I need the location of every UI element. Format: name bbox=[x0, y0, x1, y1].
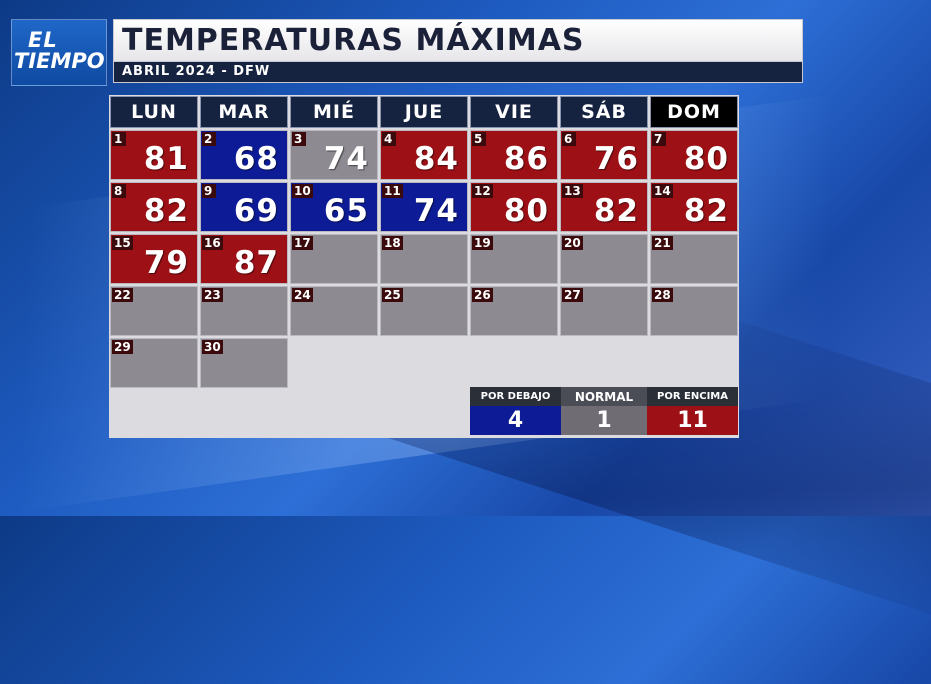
calendar-day-cell: 13 82 bbox=[560, 182, 648, 232]
day-number: 30 bbox=[202, 340, 223, 354]
day-number: 6 bbox=[562, 132, 576, 146]
temperature-value: 80 bbox=[503, 193, 549, 229]
el-tiempo-logo: EL TIEMPO bbox=[11, 19, 107, 86]
weekday-header-fri: VIE bbox=[470, 96, 558, 128]
calendar-day-cell: 19 bbox=[470, 234, 558, 284]
legend-label: POR ENCIMA bbox=[647, 387, 738, 406]
day-number: 29 bbox=[112, 340, 133, 354]
calendar-day-cell: 1 81 bbox=[110, 130, 198, 180]
logo-line1: EL bbox=[28, 28, 58, 52]
day-number: 22 bbox=[112, 288, 133, 302]
calendar-day-cell: 5 86 bbox=[470, 130, 558, 180]
subtitle-bar: ABRIL 2024 - DFW bbox=[113, 62, 803, 83]
calendar-day-cell: 25 bbox=[380, 286, 468, 336]
calendar-day-cell: 8 82 bbox=[110, 182, 198, 232]
calendar-day-cell: 16 87 bbox=[200, 234, 288, 284]
calendar-day-cell: 9 69 bbox=[200, 182, 288, 232]
day-number: 1 bbox=[112, 132, 126, 146]
legend-label: POR DEBAJO bbox=[470, 387, 561, 406]
calendar-day-cell: 22 bbox=[110, 286, 198, 336]
weekday-header-sat: SÁB bbox=[560, 96, 648, 128]
weekday-header-mon: LUN bbox=[110, 96, 198, 128]
calendar-day-cell: 27 bbox=[560, 286, 648, 336]
weekday-header-tue: MAR bbox=[200, 96, 288, 128]
calendar-day-cell: 30 bbox=[200, 338, 288, 388]
day-number: 10 bbox=[292, 184, 313, 198]
calendar-day-cell: 18 bbox=[380, 234, 468, 284]
day-number: 12 bbox=[472, 184, 493, 198]
calendar-grid: LUN MAR MIÉ JUE VIE SÁB DOM 1 81 2 68 3 74 4 84… bbox=[109, 95, 738, 388]
page-subtitle: ABRIL 2024 - DFW bbox=[122, 64, 271, 79]
day-number: 11 bbox=[382, 184, 403, 198]
day-number: 17 bbox=[292, 236, 313, 250]
temperature-value: 76 bbox=[593, 141, 639, 177]
legend-label: NORMAL bbox=[561, 387, 647, 406]
calendar-day-cell: 14 82 bbox=[650, 182, 738, 232]
calendar-day-cell: 29 bbox=[110, 338, 198, 388]
calendar-day-cell: 26 bbox=[470, 286, 558, 336]
day-number: 14 bbox=[652, 184, 673, 198]
day-number: 20 bbox=[562, 236, 583, 250]
legend-count: 1 bbox=[561, 406, 647, 435]
day-number: 27 bbox=[562, 288, 583, 302]
day-number: 4 bbox=[382, 132, 396, 146]
day-number: 3 bbox=[292, 132, 306, 146]
calendar-day-cell: 4 84 bbox=[380, 130, 468, 180]
day-number: 26 bbox=[472, 288, 493, 302]
temperature-value: 79 bbox=[143, 245, 189, 281]
calendar-day-cell: 15 79 bbox=[110, 234, 198, 284]
legend-count: 4 bbox=[470, 406, 561, 435]
temperature-value: 74 bbox=[323, 141, 369, 177]
day-number: 9 bbox=[202, 184, 216, 198]
legend: POR DEBAJO NORMAL POR ENCIMA 4 1 11 bbox=[470, 387, 738, 435]
calendar-day-cell: 28 bbox=[650, 286, 738, 336]
day-number: 5 bbox=[472, 132, 486, 146]
temperature-value: 80 bbox=[683, 141, 729, 177]
calendar-day-cell: 23 bbox=[200, 286, 288, 336]
day-number: 24 bbox=[292, 288, 313, 302]
calendar-day-cell: 11 74 bbox=[380, 182, 468, 232]
legend-count: 11 bbox=[647, 406, 738, 435]
temperature-value: 65 bbox=[323, 193, 369, 229]
calendar-panel: LUN MAR MIÉ JUE VIE SÁB DOM 1 81 2 68 3 74 4 84… bbox=[109, 95, 739, 438]
day-number: 15 bbox=[112, 236, 133, 250]
weekday-header-sun: DOM bbox=[650, 96, 738, 128]
day-number: 7 bbox=[652, 132, 666, 146]
calendar-day-cell: 17 bbox=[290, 234, 378, 284]
day-number: 18 bbox=[382, 236, 403, 250]
calendar-day-cell: 6 76 bbox=[560, 130, 648, 180]
day-number: 2 bbox=[202, 132, 216, 146]
temperature-value: 86 bbox=[503, 141, 549, 177]
day-number: 25 bbox=[382, 288, 403, 302]
calendar-day-cell: 24 bbox=[290, 286, 378, 336]
calendar-day-cell: 12 80 bbox=[470, 182, 558, 232]
calendar-day-cell: 10 65 bbox=[290, 182, 378, 232]
temperature-value: 74 bbox=[413, 193, 459, 229]
temperature-value: 69 bbox=[233, 193, 279, 229]
day-number: 28 bbox=[652, 288, 673, 302]
weekday-header-wed: MIÉ bbox=[290, 96, 378, 128]
day-number: 8 bbox=[112, 184, 126, 198]
temperature-value: 68 bbox=[233, 141, 279, 177]
temperature-value: 87 bbox=[233, 245, 279, 281]
day-number: 23 bbox=[202, 288, 223, 302]
temperature-value: 82 bbox=[593, 193, 639, 229]
day-number: 13 bbox=[562, 184, 583, 198]
temperature-value: 82 bbox=[683, 193, 729, 229]
calendar-day-cell: 21 bbox=[650, 234, 738, 284]
page-title: TEMPERATURAS MÁXIMAS bbox=[122, 23, 585, 58]
day-number: 19 bbox=[472, 236, 493, 250]
day-number: 16 bbox=[202, 236, 223, 250]
calendar-day-cell: 3 74 bbox=[290, 130, 378, 180]
temperature-value: 82 bbox=[143, 193, 189, 229]
calendar-day-cell: 2 68 bbox=[200, 130, 288, 180]
temperature-value: 84 bbox=[413, 141, 459, 177]
day-number: 21 bbox=[652, 236, 673, 250]
weekday-header-thu: JUE bbox=[380, 96, 468, 128]
calendar-day-cell: 7 80 bbox=[650, 130, 738, 180]
calendar-day-cell: 20 bbox=[560, 234, 648, 284]
temperature-value: 81 bbox=[143, 141, 189, 177]
logo-line2: TIEMPO bbox=[14, 49, 105, 73]
title-bar: TEMPERATURAS MÁXIMAS bbox=[113, 19, 803, 62]
